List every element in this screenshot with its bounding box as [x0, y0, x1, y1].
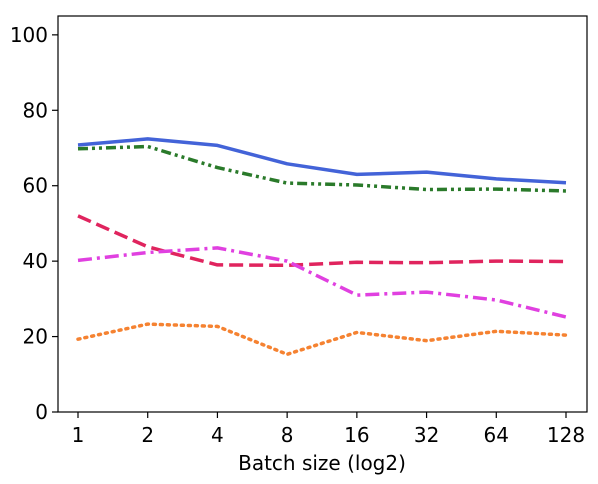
x-tick-label: 64: [484, 423, 509, 447]
series-line-1: [77, 137, 567, 185]
y-tick-label: 100: [10, 23, 48, 47]
y-tick-label: 80: [23, 98, 48, 122]
y-tick-label: 60: [23, 174, 48, 198]
y-tick-label: 0: [35, 400, 48, 424]
y-tick-label: 20: [23, 325, 48, 349]
x-tick-label: 128: [547, 423, 585, 447]
x-tick-label: 4: [211, 423, 224, 447]
x-tick-label: 16: [344, 423, 369, 447]
series-line-3: [77, 214, 567, 268]
series-line-4: [77, 246, 567, 319]
plot-area-frame: [57, 15, 588, 413]
x-axis-label: Batch size (log2): [238, 451, 406, 475]
x-tick-label: 32: [414, 423, 439, 447]
series-line-5: [76, 322, 568, 357]
x-tick-label: 1: [72, 423, 85, 447]
y-axis: 0 20 40 60 80 100: [10, 23, 58, 424]
series-layer: [76, 137, 568, 357]
y-tick-label: 40: [23, 249, 48, 273]
x-tick-label: 8: [281, 423, 294, 447]
x-tick-label: 2: [141, 423, 154, 447]
x-axis: 1 2 4 8 16 32 64 128: [72, 412, 585, 447]
